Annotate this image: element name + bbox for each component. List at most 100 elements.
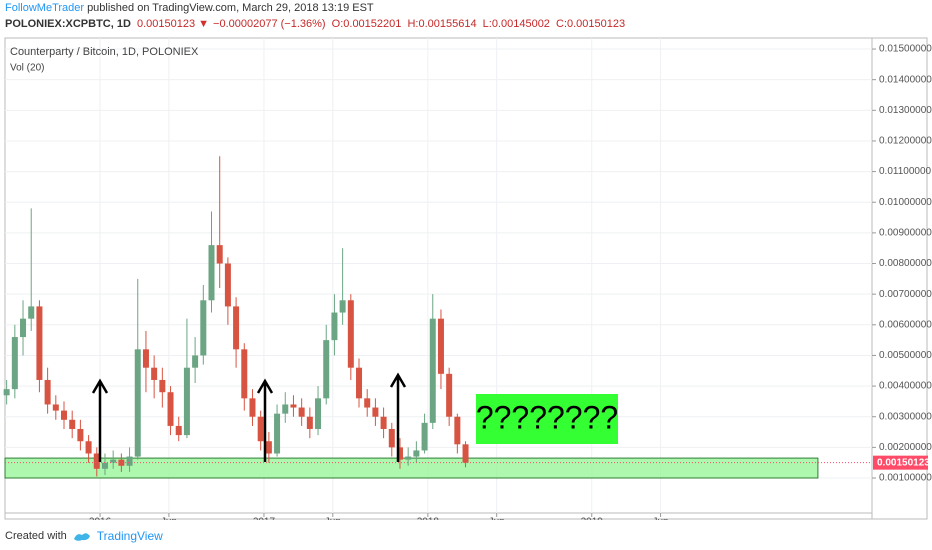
down-arrow: ▼: [198, 18, 209, 30]
candle-body: [323, 340, 330, 399]
candles: 0.00150123: [3, 156, 930, 477]
x-tick-label: 2017: [253, 517, 276, 520]
candle-body: [183, 367, 190, 436]
candle-body: [77, 428, 84, 442]
y-tick-label: 0.01300000: [879, 105, 932, 116]
candle-body: [347, 300, 354, 368]
candle-body: [69, 419, 76, 429]
y-tick-label: 0.00200000: [879, 442, 932, 453]
chart-title: Counterparty / Bitcoin, 1D, POLONIEX: [10, 46, 199, 58]
arrow: [256, 378, 274, 462]
candle-body: [110, 459, 117, 463]
published: published on TradingView.com, March 29, …: [87, 2, 374, 14]
ohlc-high: H:0.00155614: [407, 18, 477, 30]
arrow: [91, 378, 109, 462]
candle-body: [339, 300, 346, 313]
grid: 0.00100000 0.00200000 0.00300000 0.00400000…: [5, 38, 932, 520]
last-price-box: [873, 455, 928, 470]
arrows: [91, 372, 407, 462]
last-price-label: 0.00150123: [877, 457, 930, 468]
symbol: POLONIEX:XCPBTC, 1D: [5, 18, 131, 30]
candle-body: [101, 462, 108, 469]
candle-body: [20, 318, 27, 338]
x-tick-label: 2019: [581, 517, 604, 520]
y-tick-label: 0.00400000: [879, 381, 932, 392]
y-tick-label: 0.01500000: [879, 44, 932, 55]
x-tick-label: 2016: [89, 517, 112, 520]
candle-body: [315, 398, 322, 429]
chart: 0.00100000 0.00200000 0.00300000 0.00400000…: [3, 37, 932, 520]
indicator-label: Vol (20): [10, 63, 44, 74]
candle-body: [200, 300, 207, 356]
candle-body: [11, 337, 18, 390]
annotation-box: [476, 394, 618, 444]
chart-frame: [4, 37, 928, 520]
x-tick-label: Jun: [161, 517, 177, 520]
candle-body: [175, 425, 182, 436]
candle-body: [192, 355, 199, 368]
y-tick-label: 0.00900000: [879, 228, 932, 239]
candle-body: [159, 379, 166, 393]
candle-body: [118, 459, 125, 466]
brand[interactable]: TradingView: [96, 529, 163, 543]
candle-body: [331, 312, 338, 341]
candle-body: [380, 416, 387, 429]
x-tick-label: Jun: [489, 517, 505, 520]
y-tick-label: 0.00700000: [879, 289, 932, 300]
symbol-line: POLONIEX:XCPBTC, 1D 0.00150123 ▼ −0.00002…: [5, 18, 628, 30]
y-tick-label: 0.01000000: [879, 197, 932, 208]
candle-body: [306, 416, 313, 429]
candle-body: [372, 407, 379, 417]
candle-body: [282, 404, 289, 414]
candle-body: [208, 245, 215, 301]
candle-body: [396, 447, 403, 460]
candle-body: [257, 416, 264, 442]
candle-body: [413, 450, 420, 457]
created-with: Created with: [5, 530, 67, 542]
candle-body: [388, 428, 395, 448]
y-tick-label: 0.00300000: [879, 411, 932, 422]
candle-body: [421, 422, 428, 451]
candle-body: [167, 392, 174, 426]
annotation-text: ????????: [476, 399, 618, 435]
candle-body: [3, 389, 10, 396]
author[interactable]: FollowMeTrader: [5, 2, 85, 14]
candle-body: [429, 318, 436, 423]
candle-body: [52, 404, 59, 411]
candle-body: [249, 398, 256, 417]
x-tick-label: Jun: [325, 517, 341, 520]
footer: Created with TradingView: [5, 529, 163, 543]
candle-body: [274, 413, 281, 454]
candle-body: [446, 373, 453, 417]
y-tick-label: 0.00500000: [879, 350, 932, 361]
candle-body: [61, 410, 68, 420]
candle-body: [151, 367, 158, 380]
ohlc-open: O:0.00152201: [331, 18, 402, 30]
y-tick-label: 0.00800000: [879, 258, 932, 269]
candle-body: [93, 453, 100, 469]
change: −0.00002077 (−1.36%): [213, 18, 326, 30]
y-tick-label: 0.00100000: [879, 473, 932, 484]
x-tick-label: 2018: [417, 517, 440, 520]
candle-body: [462, 444, 469, 463]
logo: [73, 533, 90, 541]
arrow: [389, 372, 407, 462]
publish-line: FollowMeTrader published on TradingView.c…: [5, 2, 377, 14]
x-tick-label: Jun: [653, 517, 669, 520]
ohlc-low: L:0.00145002: [482, 18, 550, 30]
y-tick-label: 0.01200000: [879, 136, 932, 147]
candle-body: [216, 245, 223, 264]
candle-body: [437, 318, 444, 374]
y-tick-label: 0.01400000: [879, 74, 932, 85]
candle-body: [405, 456, 412, 460]
candle-body: [241, 349, 248, 399]
candle-body: [454, 416, 461, 445]
candle-body: [44, 379, 51, 405]
candle-body: [28, 306, 35, 319]
annotation: ????????: [476, 394, 618, 444]
candle-body: [290, 404, 297, 408]
ohlc-close: C:0.00150123: [556, 18, 626, 30]
last: 0.00150123: [136, 18, 196, 30]
candle-body: [134, 349, 141, 457]
